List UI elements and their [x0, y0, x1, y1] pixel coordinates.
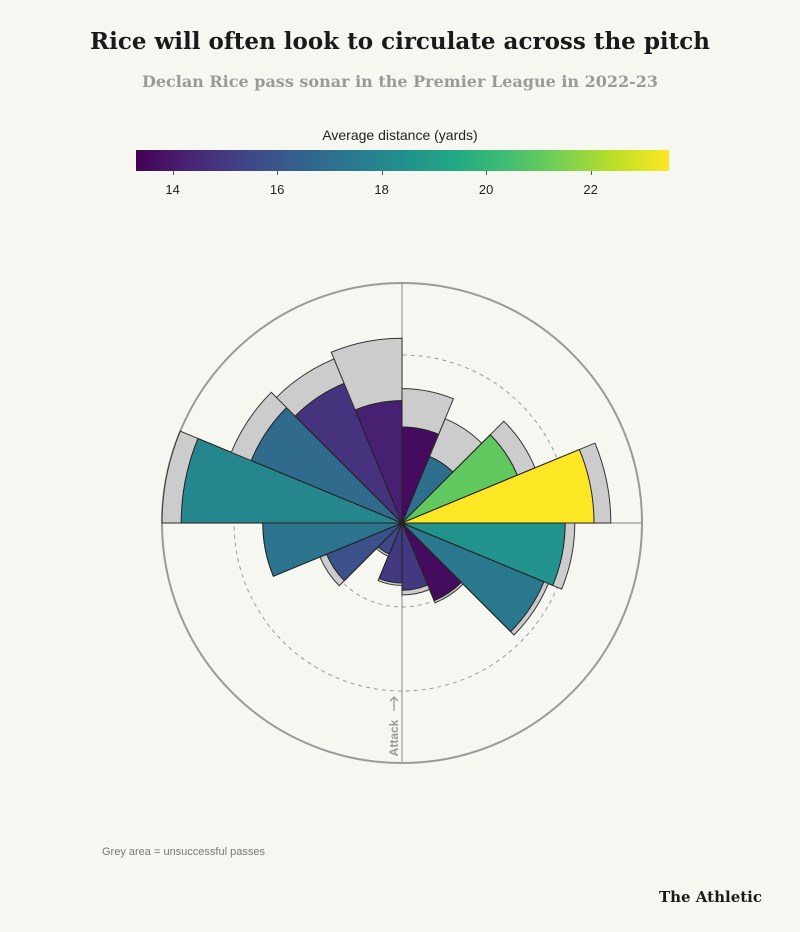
attack-label: Attack: [387, 719, 401, 756]
colorbar-tick-label: 20: [478, 182, 494, 197]
brand-logo: The Athletic: [658, 888, 762, 906]
colorbar-tick-mark: [381, 171, 383, 175]
successful-pass-wedge: [354, 400, 403, 524]
successful-pass-wedge: [401, 448, 595, 524]
successful-pass-wedge: [180, 437, 403, 524]
colorbar-title: Average distance (yards): [322, 127, 478, 143]
footnote: Grey area = unsuccessful passes: [102, 846, 265, 858]
successful-pass-wedge: [401, 522, 545, 633]
colorbar-tick-mark: [172, 171, 174, 175]
colorbar-tick-label: 22: [583, 182, 598, 197]
colorbar-tick-label: 18: [374, 182, 389, 197]
successful-pass-wedge: [401, 522, 566, 587]
colorbar-tick-mark: [277, 171, 279, 175]
successful-pass-wedge: [401, 522, 429, 591]
attack-direction-indicator: Attack: [387, 696, 401, 756]
chart-title: Rice will often look to circulate across…: [90, 28, 710, 55]
colorbar-tick-mark: [590, 171, 592, 175]
successful-pass-wedge: [401, 522, 463, 602]
colorbar-tick-label: 14: [165, 182, 180, 197]
colorbar-tick-label: 16: [269, 182, 285, 197]
chart-subtitle: Declan Rice pass sonar in the Premier Le…: [141, 72, 659, 91]
colorbar: [136, 150, 669, 171]
arrow-up-icon: [389, 696, 399, 711]
colorbar-tick-mark: [486, 171, 488, 175]
